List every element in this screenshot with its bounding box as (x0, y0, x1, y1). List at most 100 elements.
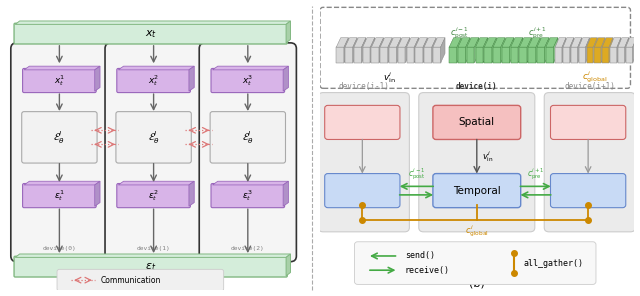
Text: device(2): device(2) (231, 246, 265, 251)
Polygon shape (467, 38, 479, 47)
Bar (371, 47, 379, 63)
Text: $c^i_{\rm global}$: $c^i_{\rm global}$ (465, 223, 489, 239)
Bar (546, 47, 554, 63)
FancyBboxPatch shape (199, 43, 296, 262)
Polygon shape (283, 181, 289, 206)
Polygon shape (511, 38, 523, 47)
Bar (345, 47, 353, 63)
Polygon shape (283, 66, 289, 91)
FancyBboxPatch shape (117, 184, 191, 208)
Bar (484, 47, 492, 63)
Polygon shape (609, 38, 613, 63)
FancyBboxPatch shape (22, 184, 96, 208)
Polygon shape (118, 181, 194, 185)
Bar (563, 47, 570, 63)
Polygon shape (556, 38, 566, 47)
Bar (415, 47, 423, 63)
Polygon shape (380, 38, 392, 47)
Polygon shape (602, 38, 613, 47)
Bar (595, 47, 602, 63)
Polygon shape (212, 181, 289, 185)
Polygon shape (571, 38, 582, 47)
Text: $c^{i+1}_{\rm pre}$: $c^{i+1}_{\rm pre}$ (527, 167, 545, 182)
FancyBboxPatch shape (117, 68, 191, 93)
FancyBboxPatch shape (550, 105, 626, 139)
FancyBboxPatch shape (324, 173, 400, 208)
Text: $\mathcal{E}_\theta^l$: $\mathcal{E}_\theta^l$ (242, 129, 254, 146)
Polygon shape (501, 38, 505, 63)
Polygon shape (476, 38, 488, 47)
Bar (610, 47, 617, 63)
Polygon shape (118, 66, 194, 70)
FancyBboxPatch shape (324, 105, 400, 139)
Polygon shape (95, 66, 100, 91)
FancyBboxPatch shape (544, 93, 635, 232)
Bar (520, 47, 527, 63)
Polygon shape (353, 38, 357, 63)
Text: device(i): device(i) (456, 82, 498, 91)
Polygon shape (483, 38, 488, 63)
Bar (537, 47, 545, 63)
Polygon shape (189, 181, 194, 206)
Bar (354, 47, 362, 63)
Bar (406, 47, 414, 63)
Bar (493, 47, 501, 63)
FancyBboxPatch shape (57, 269, 223, 291)
Polygon shape (345, 38, 357, 47)
Text: device(i+1): device(i+1) (564, 82, 615, 91)
FancyBboxPatch shape (433, 105, 521, 139)
Text: $\varepsilon_t$: $\varepsilon_t$ (145, 261, 156, 273)
Polygon shape (95, 181, 100, 206)
Polygon shape (371, 38, 383, 47)
Bar (467, 47, 474, 63)
Text: $x_t^2$: $x_t^2$ (148, 73, 159, 88)
Polygon shape (406, 38, 419, 47)
Polygon shape (579, 38, 589, 47)
Polygon shape (527, 38, 532, 63)
Text: receive(): receive() (404, 266, 450, 275)
Bar (458, 47, 466, 63)
Text: send(): send() (404, 252, 435, 260)
Polygon shape (618, 38, 628, 47)
FancyBboxPatch shape (550, 173, 626, 208)
Polygon shape (362, 38, 366, 63)
Polygon shape (492, 38, 497, 63)
Text: $x_t^1$: $x_t^1$ (54, 73, 65, 88)
Polygon shape (397, 38, 401, 63)
Polygon shape (354, 38, 366, 47)
FancyBboxPatch shape (22, 112, 97, 163)
Polygon shape (537, 38, 549, 47)
FancyBboxPatch shape (105, 43, 202, 262)
Polygon shape (617, 38, 621, 63)
Bar (511, 47, 518, 63)
Bar (502, 47, 509, 63)
Polygon shape (432, 38, 436, 63)
Text: $\varepsilon_t^2$: $\varepsilon_t^2$ (148, 188, 159, 203)
Polygon shape (212, 66, 289, 70)
Bar (433, 47, 440, 63)
Polygon shape (474, 38, 479, 63)
Text: $c^i_{\rm global}$: $c^i_{\rm global}$ (582, 70, 607, 85)
Bar (579, 47, 586, 63)
Bar (476, 47, 483, 63)
Bar (363, 47, 371, 63)
Polygon shape (379, 38, 383, 63)
Polygon shape (595, 38, 605, 47)
FancyBboxPatch shape (211, 184, 285, 208)
Polygon shape (15, 21, 291, 24)
Polygon shape (406, 38, 410, 63)
Polygon shape (363, 38, 375, 47)
Polygon shape (633, 38, 637, 63)
Polygon shape (520, 38, 532, 47)
Polygon shape (423, 38, 428, 63)
Bar (380, 47, 388, 63)
Bar (398, 47, 406, 63)
Text: Spatial: Spatial (459, 118, 495, 127)
Polygon shape (593, 38, 597, 63)
Polygon shape (562, 38, 566, 63)
Polygon shape (518, 38, 523, 63)
FancyBboxPatch shape (433, 173, 521, 208)
FancyBboxPatch shape (211, 68, 285, 93)
Text: device(0): device(0) (42, 246, 76, 251)
Polygon shape (336, 38, 348, 47)
